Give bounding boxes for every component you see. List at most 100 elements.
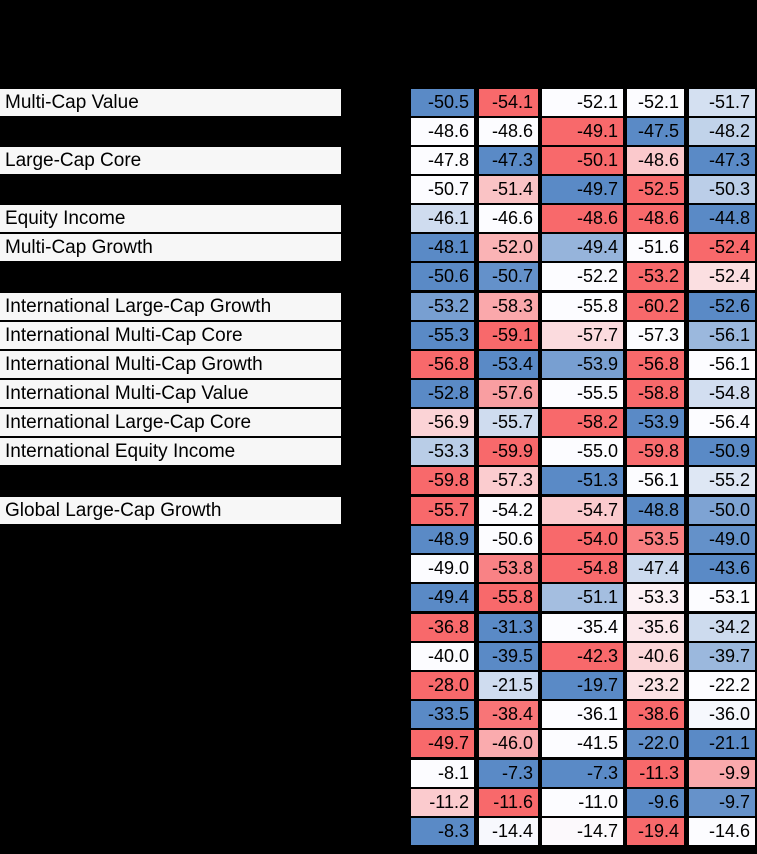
heatmap-cell[interactable]: -28.0: [411, 672, 474, 699]
heatmap-cell[interactable]: -49.0: [411, 555, 474, 582]
heatmap-cell[interactable]: -53.4: [479, 351, 538, 378]
heatmap-cell[interactable]: -57.7: [542, 322, 623, 349]
heatmap-cell[interactable]: -56.8: [411, 351, 474, 378]
heatmap-cell[interactable]: -48.6: [479, 118, 538, 145]
heatmap-cell[interactable]: -19.4: [627, 818, 684, 845]
heatmap-cell[interactable]: -39.7: [689, 643, 755, 670]
heatmap-cell[interactable]: -44.8: [689, 205, 755, 232]
heatmap-cell[interactable]: -52.0: [479, 234, 538, 261]
category-label-cell[interactable]: International Large-Cap Growth: [0, 293, 341, 320]
heatmap-cell[interactable]: -60.2: [627, 293, 684, 320]
heatmap-cell[interactable]: -11.0: [542, 789, 623, 816]
heatmap-cell[interactable]: -49.0: [689, 526, 755, 553]
heatmap-cell[interactable]: -11.3: [627, 760, 684, 787]
heatmap-cell[interactable]: -41.5: [542, 730, 623, 757]
heatmap-cell[interactable]: -47.8: [411, 147, 474, 174]
heatmap-cell[interactable]: -40.0: [411, 643, 474, 670]
heatmap-cell[interactable]: -34.2: [689, 614, 755, 641]
heatmap-cell[interactable]: -48.6: [542, 205, 623, 232]
category-label-cell[interactable]: Global Large-Cap Growth: [0, 497, 341, 524]
heatmap-cell[interactable]: -14.7: [542, 818, 623, 845]
heatmap-cell[interactable]: -52.5: [627, 176, 684, 203]
heatmap-cell[interactable]: -56.8: [627, 351, 684, 378]
heatmap-cell[interactable]: -31.3: [479, 614, 538, 641]
heatmap-cell[interactable]: -47.3: [689, 147, 755, 174]
heatmap-cell[interactable]: -56.4: [689, 409, 755, 436]
heatmap-cell[interactable]: -55.7: [479, 409, 538, 436]
heatmap-cell[interactable]: -51.7: [689, 89, 755, 116]
heatmap-cell[interactable]: -49.4: [411, 584, 474, 611]
heatmap-cell[interactable]: -57.3: [479, 467, 538, 494]
heatmap-cell[interactable]: -33.5: [411, 701, 474, 728]
heatmap-cell[interactable]: -47.5: [627, 118, 684, 145]
heatmap-cell[interactable]: -19.7: [542, 672, 623, 699]
heatmap-cell[interactable]: -52.1: [542, 89, 623, 116]
heatmap-cell[interactable]: -59.1: [479, 322, 538, 349]
heatmap-cell[interactable]: -53.2: [627, 263, 684, 290]
heatmap-cell[interactable]: -48.1: [411, 234, 474, 261]
heatmap-cell[interactable]: -36.8: [411, 614, 474, 641]
heatmap-cell[interactable]: -46.6: [479, 205, 538, 232]
heatmap-cell[interactable]: -48.6: [627, 147, 684, 174]
heatmap-cell[interactable]: -35.6: [627, 614, 684, 641]
heatmap-cell[interactable]: -50.1: [542, 147, 623, 174]
heatmap-cell[interactable]: -53.3: [627, 584, 684, 611]
heatmap-cell[interactable]: -56.1: [689, 351, 755, 378]
category-label-cell[interactable]: Multi-Cap Value: [0, 89, 341, 116]
heatmap-cell[interactable]: -53.5: [627, 526, 684, 553]
heatmap-cell[interactable]: -52.6: [689, 293, 755, 320]
heatmap-cell[interactable]: -48.6: [627, 205, 684, 232]
heatmap-cell[interactable]: -52.2: [542, 263, 623, 290]
category-label-cell[interactable]: International Equity Income: [0, 438, 341, 465]
heatmap-cell[interactable]: -8.1: [411, 760, 474, 787]
heatmap-cell[interactable]: -7.3: [542, 760, 623, 787]
category-label-cell[interactable]: International Large-Cap Core: [0, 409, 341, 436]
heatmap-cell[interactable]: -54.1: [479, 89, 538, 116]
heatmap-cell[interactable]: -50.5: [411, 89, 474, 116]
heatmap-cell[interactable]: -49.4: [542, 234, 623, 261]
heatmap-cell[interactable]: -51.4: [479, 176, 538, 203]
heatmap-cell[interactable]: -59.8: [411, 467, 474, 494]
heatmap-cell[interactable]: -56.1: [689, 322, 755, 349]
heatmap-cell[interactable]: -14.6: [689, 818, 755, 845]
category-label-cell[interactable]: International Multi-Cap Value: [0, 380, 341, 407]
heatmap-cell[interactable]: -36.0: [689, 701, 755, 728]
heatmap-cell[interactable]: -50.7: [411, 176, 474, 203]
heatmap-cell[interactable]: -48.2: [689, 118, 755, 145]
heatmap-cell[interactable]: -50.7: [479, 263, 538, 290]
heatmap-cell[interactable]: -55.8: [479, 584, 538, 611]
category-label-cell[interactable]: International Multi-Cap Core: [0, 322, 341, 349]
heatmap-cell[interactable]: -56.9: [411, 409, 474, 436]
heatmap-cell[interactable]: -50.0: [689, 497, 755, 524]
heatmap-cell[interactable]: -49.7: [411, 730, 474, 757]
heatmap-cell[interactable]: -47.4: [627, 555, 684, 582]
heatmap-cell[interactable]: -48.8: [627, 497, 684, 524]
heatmap-cell[interactable]: -11.2: [411, 789, 474, 816]
heatmap-cell[interactable]: -40.6: [627, 643, 684, 670]
heatmap-cell[interactable]: -54.7: [542, 497, 623, 524]
heatmap-cell[interactable]: -43.6: [689, 555, 755, 582]
heatmap-cell[interactable]: -38.6: [627, 701, 684, 728]
heatmap-cell[interactable]: -53.1: [689, 584, 755, 611]
heatmap-cell[interactable]: -9.9: [689, 760, 755, 787]
category-label-cell[interactable]: Large-Cap Core: [0, 147, 341, 174]
heatmap-cell[interactable]: -55.8: [542, 293, 623, 320]
heatmap-cell[interactable]: -21.1: [689, 730, 755, 757]
heatmap-cell[interactable]: -22.0: [627, 730, 684, 757]
heatmap-cell[interactable]: -48.9: [411, 526, 474, 553]
heatmap-cell[interactable]: -55.5: [542, 380, 623, 407]
heatmap-cell[interactable]: -55.0: [542, 438, 623, 465]
heatmap-cell[interactable]: -51.3: [542, 467, 623, 494]
category-label-cell[interactable]: Equity Income: [0, 205, 341, 232]
heatmap-cell[interactable]: -52.4: [689, 263, 755, 290]
heatmap-cell[interactable]: -39.5: [479, 643, 538, 670]
heatmap-cell[interactable]: -11.6: [479, 789, 538, 816]
heatmap-cell[interactable]: -21.5: [479, 672, 538, 699]
heatmap-cell[interactable]: -53.9: [542, 351, 623, 378]
heatmap-cell[interactable]: -58.3: [479, 293, 538, 320]
heatmap-cell[interactable]: -49.7: [542, 176, 623, 203]
category-label-cell[interactable]: International Multi-Cap Growth: [0, 351, 341, 378]
heatmap-cell[interactable]: -54.2: [479, 497, 538, 524]
heatmap-cell[interactable]: -47.3: [479, 147, 538, 174]
category-label-cell[interactable]: Multi-Cap Growth: [0, 234, 341, 261]
